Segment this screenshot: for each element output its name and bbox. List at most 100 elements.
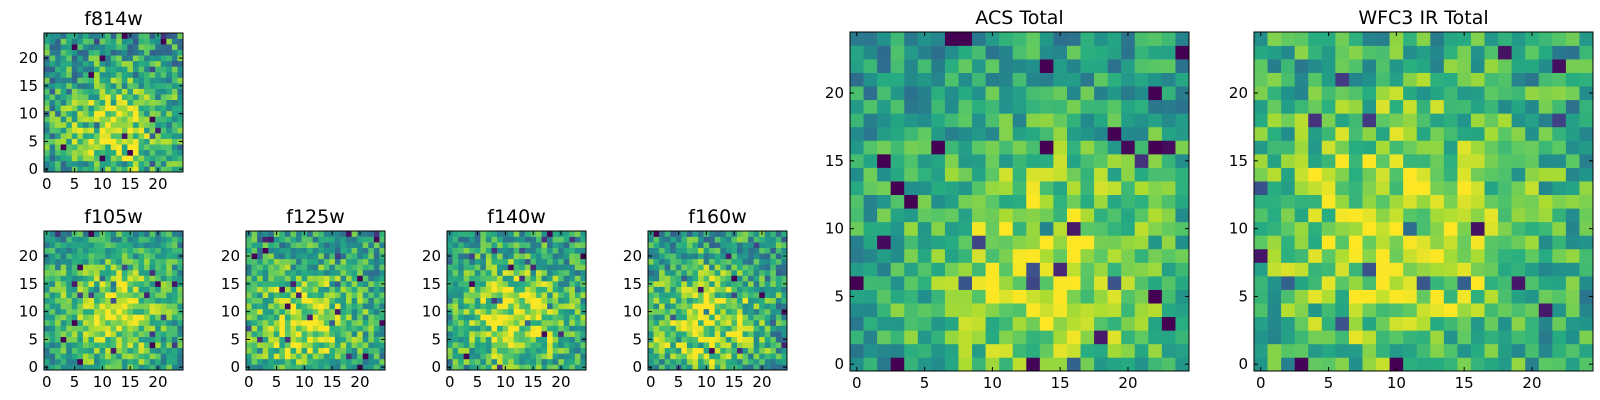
heatmap-cell [66,127,73,134]
heatmap-cell [171,105,178,112]
heatmap-cell [524,275,531,282]
heatmap-cell [999,126,1014,141]
heatmap-cell [127,242,134,248]
heatmap-cell [82,292,89,299]
heatmap-cell [659,314,665,321]
heatmap-cell [44,342,50,349]
heatmap-cell [541,303,548,310]
heatmap-cell [177,133,184,139]
heatmap-cell [99,286,106,293]
heatmap-cell [580,247,587,254]
heatmap-cell [1281,86,1295,101]
heatmap-cell [149,242,156,248]
y-tick-label: 10 [19,303,38,321]
heatmap-cell [850,45,864,60]
heatmap-cell [88,166,95,173]
heatmap-cell [138,155,145,162]
heatmap-cell [1348,303,1363,318]
heatmap-cell [552,236,559,243]
heatmap-cell [155,44,162,50]
heatmap-cell [138,264,145,271]
heatmap-cell [469,297,476,304]
heatmap-cell [1107,221,1122,236]
heatmap-cell [748,319,754,326]
heatmap-cell [362,292,369,299]
heatmap-cell [110,264,117,271]
heatmap-cell [82,253,89,260]
heatmap-cell [318,275,325,282]
heatmap-cell [552,364,559,371]
heatmap-cell [675,297,682,304]
heatmap-cell [725,242,732,248]
heatmap-cell [692,292,699,299]
heatmap-cell [55,258,61,265]
heatmap-cell [55,99,61,106]
heatmap-cell [1012,194,1027,209]
heatmap-cell [1552,181,1567,196]
heatmap-cell [877,316,891,331]
heatmap-cell [1579,167,1594,182]
heatmap-cell [296,258,302,265]
heatmap-cell [770,236,777,243]
heatmap-cell [681,247,688,254]
heatmap-cell [917,248,932,263]
heatmap-cell [121,331,128,337]
heatmap-cell [452,258,459,265]
heatmap-cell [850,167,864,182]
heatmap-cell [502,353,509,360]
heatmap-cell [284,264,291,271]
heatmap-cell [160,138,167,145]
heatmap-cell [132,144,139,151]
heatmap-cell [709,297,716,304]
heatmap-cell [1416,194,1431,209]
heatmap-cell [574,297,581,304]
heatmap-cell [458,303,464,310]
heatmap-cell [558,308,565,315]
heatmap-cell [301,353,308,360]
heatmap-cell [49,55,56,62]
heatmap-cell [329,358,336,365]
heatmap-cell [318,319,325,326]
heatmap-cell [149,258,156,265]
heatmap-cell [648,236,654,243]
heatmap-cell [99,242,106,248]
heatmap-cell [246,325,252,332]
heatmap-cell [144,286,150,293]
heatmap-cell [177,353,184,360]
heatmap-cell [748,325,754,332]
heatmap-cell [681,314,688,321]
heatmap-cell [670,331,677,337]
heatmap-cell [709,292,716,299]
heatmap-cell [1484,99,1499,114]
heatmap-cell [681,358,688,365]
heatmap-cell [177,358,184,365]
heatmap-cell [709,275,716,282]
x-tick-label: 5 [272,373,282,391]
heatmap-cell [77,325,84,332]
heatmap-cell [373,281,380,287]
heatmap-cell [1525,262,1540,277]
heatmap-cell [1107,343,1122,358]
heatmap-cell [318,331,325,337]
heatmap-cell [82,49,89,56]
heatmap-cell [1511,235,1526,250]
heatmap-cell [485,353,492,360]
heatmap-cell [725,269,732,276]
heatmap-cell [1080,86,1095,101]
heatmap-cell [60,347,67,354]
heatmap-cell [149,160,156,167]
heatmap-cell [121,88,128,95]
heatmap-cell [1026,357,1041,372]
heatmap-cell [731,303,738,310]
heatmap-cell [166,292,173,299]
heatmap-cell [675,264,682,271]
heatmap-cell [1538,276,1553,290]
heatmap-cell [497,303,503,310]
heatmap-cell [362,253,369,260]
heatmap-cell [121,44,128,50]
heatmap-cell [301,247,308,254]
heatmap-cell [110,353,117,360]
heatmap-cell [736,353,743,360]
heatmap-cell [1348,330,1363,345]
heatmap-cell [296,264,302,271]
